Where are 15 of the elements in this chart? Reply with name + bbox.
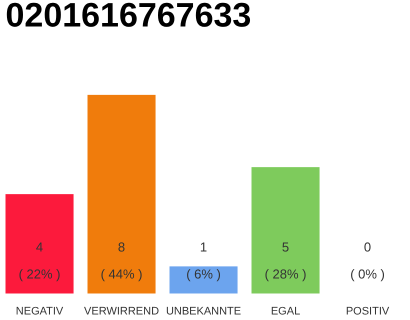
x-tick-label: EGAL — [270, 306, 300, 318]
data-label: 1 ( 6% ) — [186, 240, 221, 282]
bar — [6, 194, 74, 294]
x-tick-label: NEGATIV — [16, 306, 64, 318]
chart-title: 0201616767633 — [6, 0, 252, 34]
data-label: 0 ( 0% ) — [350, 240, 385, 282]
data-label: 8 ( 44% ) — [100, 240, 142, 282]
data-label: 5 ( 28% ) — [264, 240, 306, 282]
x-tick-label: POSITIV — [346, 306, 390, 318]
bar — [252, 167, 320, 294]
data-label: 4 ( 22% ) — [18, 240, 60, 282]
x-tick-label: VERWIRREND — [84, 306, 160, 318]
bar — [170, 266, 238, 294]
bar — [88, 94, 156, 294]
x-tick-label: UNBEKANNTE — [166, 306, 242, 318]
